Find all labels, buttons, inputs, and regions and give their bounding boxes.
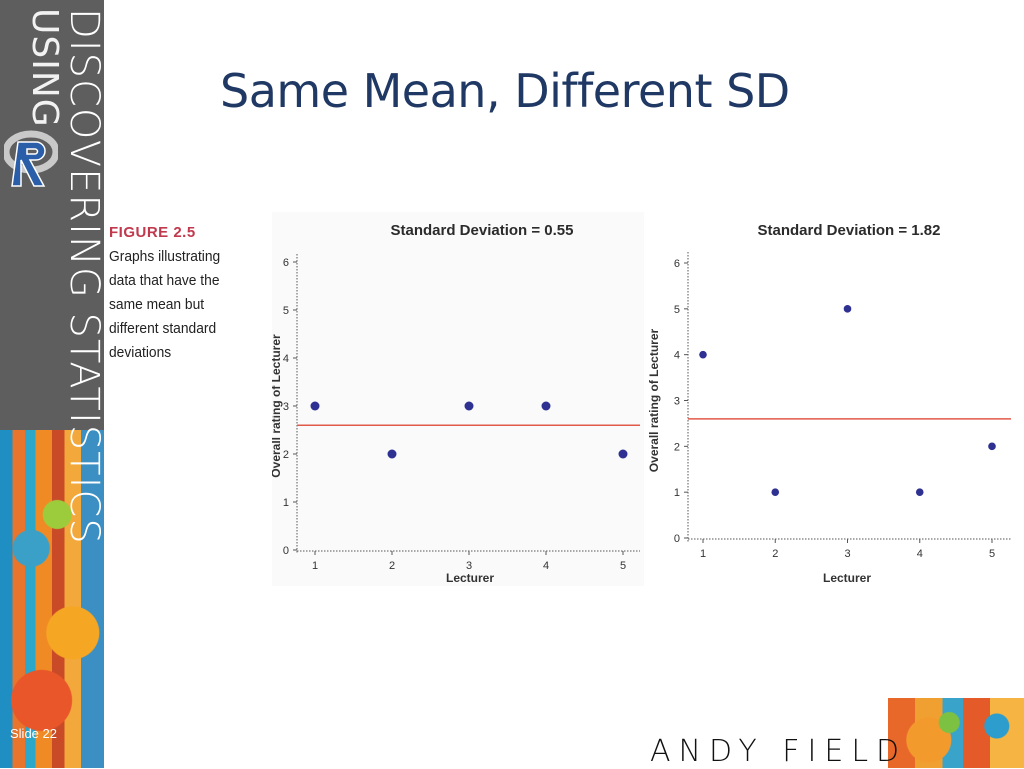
chart1-data-point	[464, 401, 474, 411]
chart1-xtick-label: 4	[543, 560, 549, 572]
chart2-data-point	[988, 442, 996, 451]
chart-sd-182: Standard Deviation = 1.82 0 1 2 3 4 5 6 1 2 3 4 5 Lec…	[645, 212, 1013, 586]
chart2-ytick-label: 2	[674, 441, 680, 453]
chart1-ytick-label: 6	[283, 257, 289, 269]
chart1-data-point	[387, 449, 397, 459]
figure-description: Graphs illustrating data that have the s…	[109, 248, 221, 361]
banner-title-line1: DISCOVERING STATISTICS	[61, 8, 107, 545]
chart1-y-label: Overall rating of Lecturer	[272, 334, 283, 478]
chart1-data-point	[618, 449, 628, 459]
chart2-ytick-label: 5	[674, 304, 680, 316]
chart2-ytick-label: 3	[674, 396, 680, 408]
chart2-data-point	[699, 350, 707, 359]
chart2-data-point	[771, 488, 780, 496]
chart2-data-point	[843, 305, 852, 313]
chart2-ytick-label: 6	[674, 258, 680, 270]
banner-title-line2: USING	[24, 8, 65, 128]
chart2-x-label: Lecturer	[823, 571, 871, 585]
chart2-xtick-label: 1	[700, 548, 706, 560]
slide-number: Slide 22	[10, 726, 57, 741]
banner-title: DISCOVERING STATISTICS USING	[24, 8, 107, 545]
author-name: ANDY FIELD	[650, 734, 908, 769]
slide-title: Same Mean, Different SD	[220, 64, 790, 118]
chart1-xtick-label: 3	[466, 560, 472, 572]
chart2-xtick-label: 4	[917, 548, 923, 560]
chart1-ytick-label: 4	[283, 353, 289, 365]
chart1-xtick-label: 2	[389, 560, 395, 572]
chart2-xtick-label: 5	[989, 548, 995, 560]
chart2-data-point	[915, 488, 924, 496]
chart-sd-055-svg: Standard Deviation = 0.55 0 1 2 3 4 5 6 1 2 3 4 5 Lec…	[272, 222, 640, 585]
chart1-ytick-label: 3	[283, 401, 289, 413]
banner-artwork	[0, 430, 104, 768]
figure-label: FIGURE 2.5	[109, 224, 196, 241]
chart2-ytick-label: 0	[674, 533, 680, 545]
chart1-ytick-label: 5	[283, 305, 289, 317]
chart1-data-point	[310, 401, 320, 411]
chart1-data-point	[541, 401, 551, 411]
chart1-ytick-label: 0	[283, 545, 289, 557]
chart-sd-055: Standard Deviation = 0.55 0 1 2 3 4 5 6 1 2 3 4 5 Lec…	[272, 212, 644, 586]
sidebar-banner: DISCOVERING STATISTICS USING Slide 22	[0, 0, 107, 768]
chart2-title: Standard Deviation = 1.82	[758, 222, 941, 239]
chart2-ytick-label: 1	[674, 487, 680, 499]
chart-sd-182-svg: Standard Deviation = 1.82 0 1 2 3 4 5 6 1 2 3 4 5 Lec…	[647, 222, 1011, 585]
r-logo-icon	[4, 130, 58, 187]
chart1-xtick-label: 1	[312, 560, 318, 572]
chart2-y-label: Overall rating of Lecturer	[647, 328, 661, 472]
chart2-xtick-label: 3	[844, 548, 850, 560]
chart2-xtick-label: 2	[772, 548, 778, 560]
chart2-ytick-label: 4	[674, 350, 680, 362]
chart1-ytick-label: 1	[283, 497, 289, 509]
figure-caption: FIGURE 2.5 Graphs illustrating data that…	[109, 224, 269, 365]
banner-background	[0, 0, 104, 430]
corner-artwork	[888, 698, 1024, 768]
chart1-ytick-label: 2	[283, 449, 289, 461]
chart1-x-label: Lecturer	[446, 571, 494, 585]
chart1-title: Standard Deviation = 0.55	[391, 222, 574, 239]
chart1-xtick-label: 5	[620, 560, 626, 572]
